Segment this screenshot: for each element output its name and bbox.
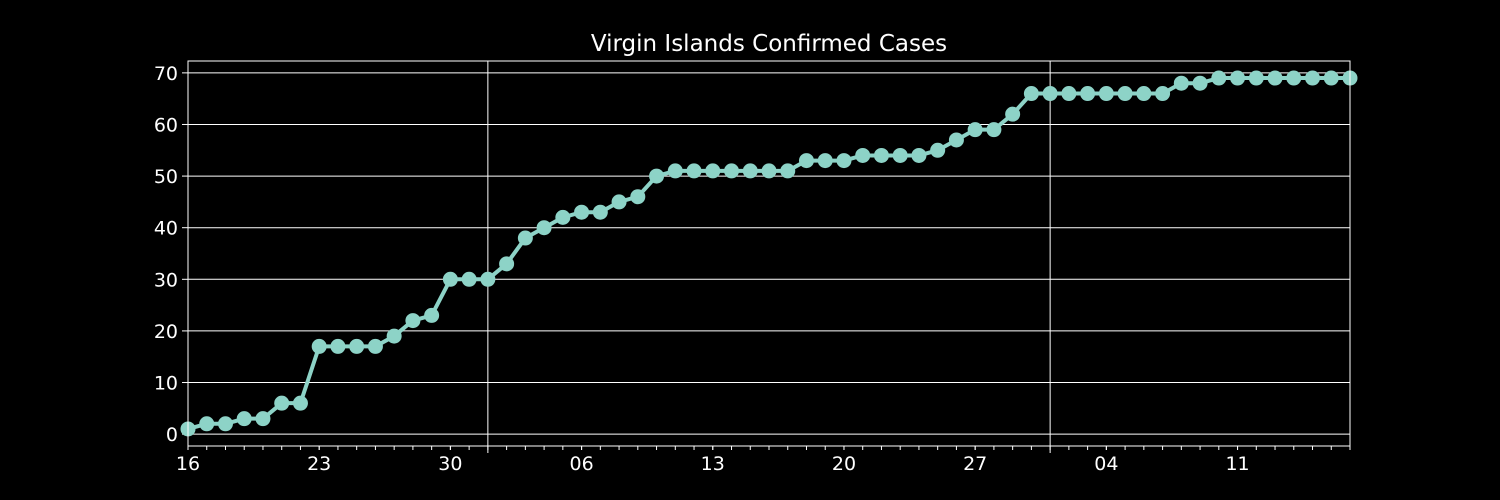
data-point <box>855 147 871 163</box>
data-point <box>236 411 252 427</box>
y-tick-label: 50 <box>154 166 178 188</box>
data-point <box>217 416 233 432</box>
data-point <box>367 338 383 354</box>
data-point <box>1005 106 1021 122</box>
data-point <box>911 147 927 163</box>
data-point <box>967 122 983 138</box>
data-point <box>611 194 627 210</box>
data-point <box>1267 70 1283 86</box>
data-point <box>574 204 590 220</box>
x-tick-label: 11 <box>1225 453 1249 475</box>
data-point <box>649 168 665 184</box>
data-point <box>1042 86 1058 102</box>
x-tick-label: 27 <box>963 453 987 475</box>
data-point <box>555 209 571 225</box>
axis-ticks: 0 10 20 30 40 50 60 70 16 23 30 06 13 20 27 04 11 <box>154 63 1351 475</box>
data-point <box>1080 86 1096 102</box>
data-point <box>1117 86 1133 102</box>
data-point <box>686 163 702 179</box>
data-point <box>292 395 308 411</box>
data-point <box>986 122 1002 138</box>
y-tick-label: 20 <box>154 321 178 343</box>
x-tick-label: 04 <box>1094 453 1118 475</box>
data-point <box>1286 70 1302 86</box>
grid <box>188 61 1350 446</box>
data-point <box>817 153 833 169</box>
data-point <box>742 163 758 179</box>
data-point <box>761 163 777 179</box>
x-tick-label: 13 <box>701 453 725 475</box>
y-tick-label: 70 <box>154 63 178 85</box>
data-point <box>274 395 290 411</box>
data-point <box>536 220 552 236</box>
data-point <box>1305 70 1321 86</box>
data-point <box>630 189 646 205</box>
y-tick-label: 30 <box>154 269 178 291</box>
data-point <box>349 338 365 354</box>
data-point <box>405 313 421 329</box>
data-point <box>798 153 814 169</box>
data-point <box>480 271 496 287</box>
y-tick-label: 60 <box>154 114 178 136</box>
data-point <box>948 132 964 148</box>
y-tick-label: 0 <box>166 424 178 446</box>
x-tick-label: 30 <box>438 453 462 475</box>
data-point <box>1230 70 1246 86</box>
data-point <box>199 416 215 432</box>
data-point <box>892 147 908 163</box>
data-point <box>836 153 852 169</box>
data-point <box>461 271 477 287</box>
x-tick-label: 16 <box>176 453 200 475</box>
data-point <box>667 163 683 179</box>
data-point <box>442 271 458 287</box>
data-series <box>180 70 1358 437</box>
x-tick-label: 23 <box>307 453 331 475</box>
data-point <box>873 147 889 163</box>
x-tick-label: 20 <box>832 453 856 475</box>
data-point <box>499 256 515 272</box>
plot-frame <box>187 60 1351 447</box>
data-point <box>330 338 346 354</box>
data-point <box>255 411 271 427</box>
x-tick-label: 06 <box>569 453 593 475</box>
data-point <box>1323 70 1339 86</box>
data-point <box>930 142 946 158</box>
data-point <box>1211 70 1227 86</box>
y-tick-label: 10 <box>154 373 178 395</box>
data-point <box>1136 86 1152 102</box>
data-point <box>1173 75 1189 91</box>
data-point <box>1098 86 1114 102</box>
data-point <box>724 163 740 179</box>
data-point <box>311 338 327 354</box>
data-point <box>517 230 533 246</box>
data-point <box>386 328 402 344</box>
data-point <box>1192 75 1208 91</box>
data-point <box>424 307 440 323</box>
data-point <box>1248 70 1264 86</box>
series-line <box>187 76 1350 431</box>
data-point <box>592 204 608 220</box>
data-point <box>705 163 721 179</box>
data-point <box>1023 86 1039 102</box>
data-point <box>1155 86 1171 102</box>
y-tick-label: 40 <box>154 218 178 240</box>
chart-title: Virgin Islands Confirmed Cases <box>591 31 947 57</box>
data-point <box>780 163 796 179</box>
data-point <box>1061 86 1077 102</box>
